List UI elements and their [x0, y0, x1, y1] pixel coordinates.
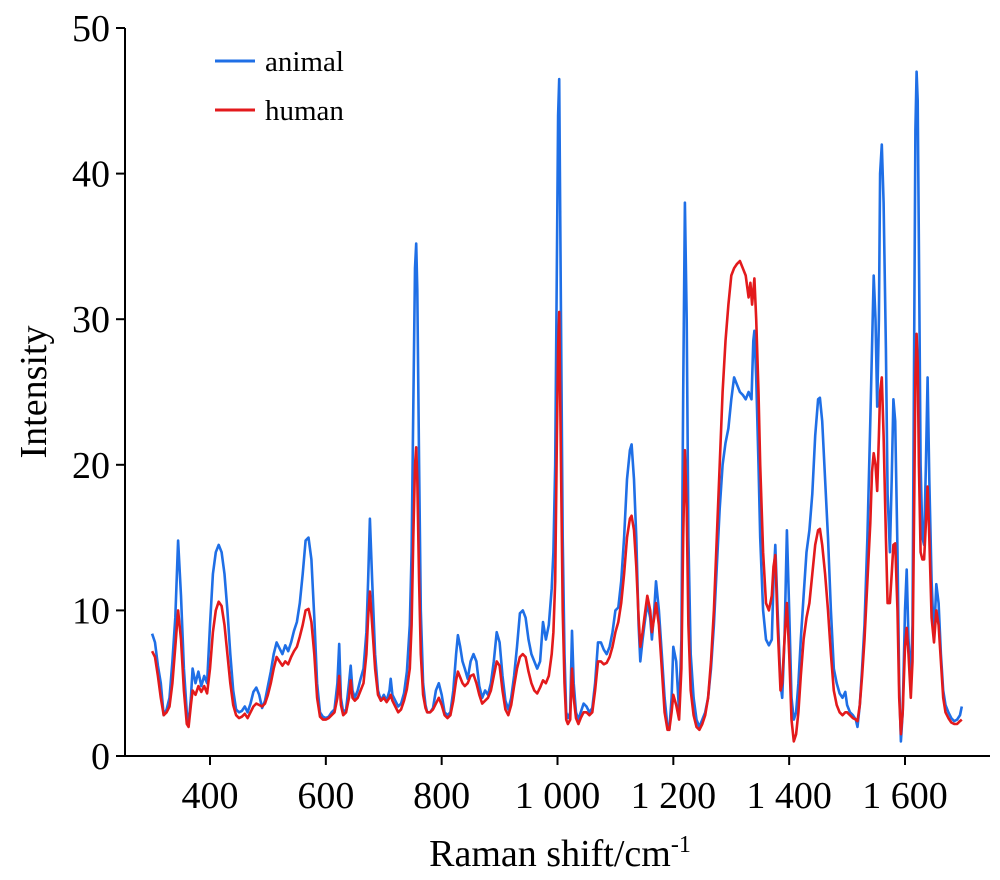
legend: animal human: [215, 46, 344, 127]
y-tick-label: 10: [72, 590, 110, 632]
series-line-human: [150, 259, 963, 743]
x-axis-ticks: 400 600 800 1 000 1 200 1 400 1 600: [182, 756, 948, 817]
y-tick-label: 30: [72, 299, 110, 341]
x-tick-label: 1 000: [515, 775, 601, 817]
y-tick-label: 0: [91, 736, 110, 778]
x-tick-label: 1 200: [631, 775, 717, 817]
x-axis-title-superscript: -1: [671, 832, 691, 858]
legend-label-animal: animal: [265, 46, 344, 78]
y-tick-label: 20: [72, 445, 110, 487]
x-tick-label: 800: [413, 775, 470, 817]
x-axis-title: Raman shift/cm-1: [429, 832, 691, 875]
y-axis-ticks: 0 10 20 30 40 50: [72, 8, 125, 778]
x-axis-title-main: Raman shift/cm: [429, 833, 671, 875]
series-layer: [150, 70, 964, 743]
legend-label-human: human: [265, 95, 344, 127]
x-tick-label: 400: [182, 775, 239, 817]
y-axis-title: Intensity: [13, 326, 55, 459]
x-tick-label: 1 400: [746, 775, 832, 817]
x-tick-label: 1 600: [862, 775, 948, 817]
y-tick-label: 50: [72, 8, 110, 50]
y-tick-label: 40: [72, 154, 110, 196]
x-tick-label: 600: [297, 775, 354, 817]
